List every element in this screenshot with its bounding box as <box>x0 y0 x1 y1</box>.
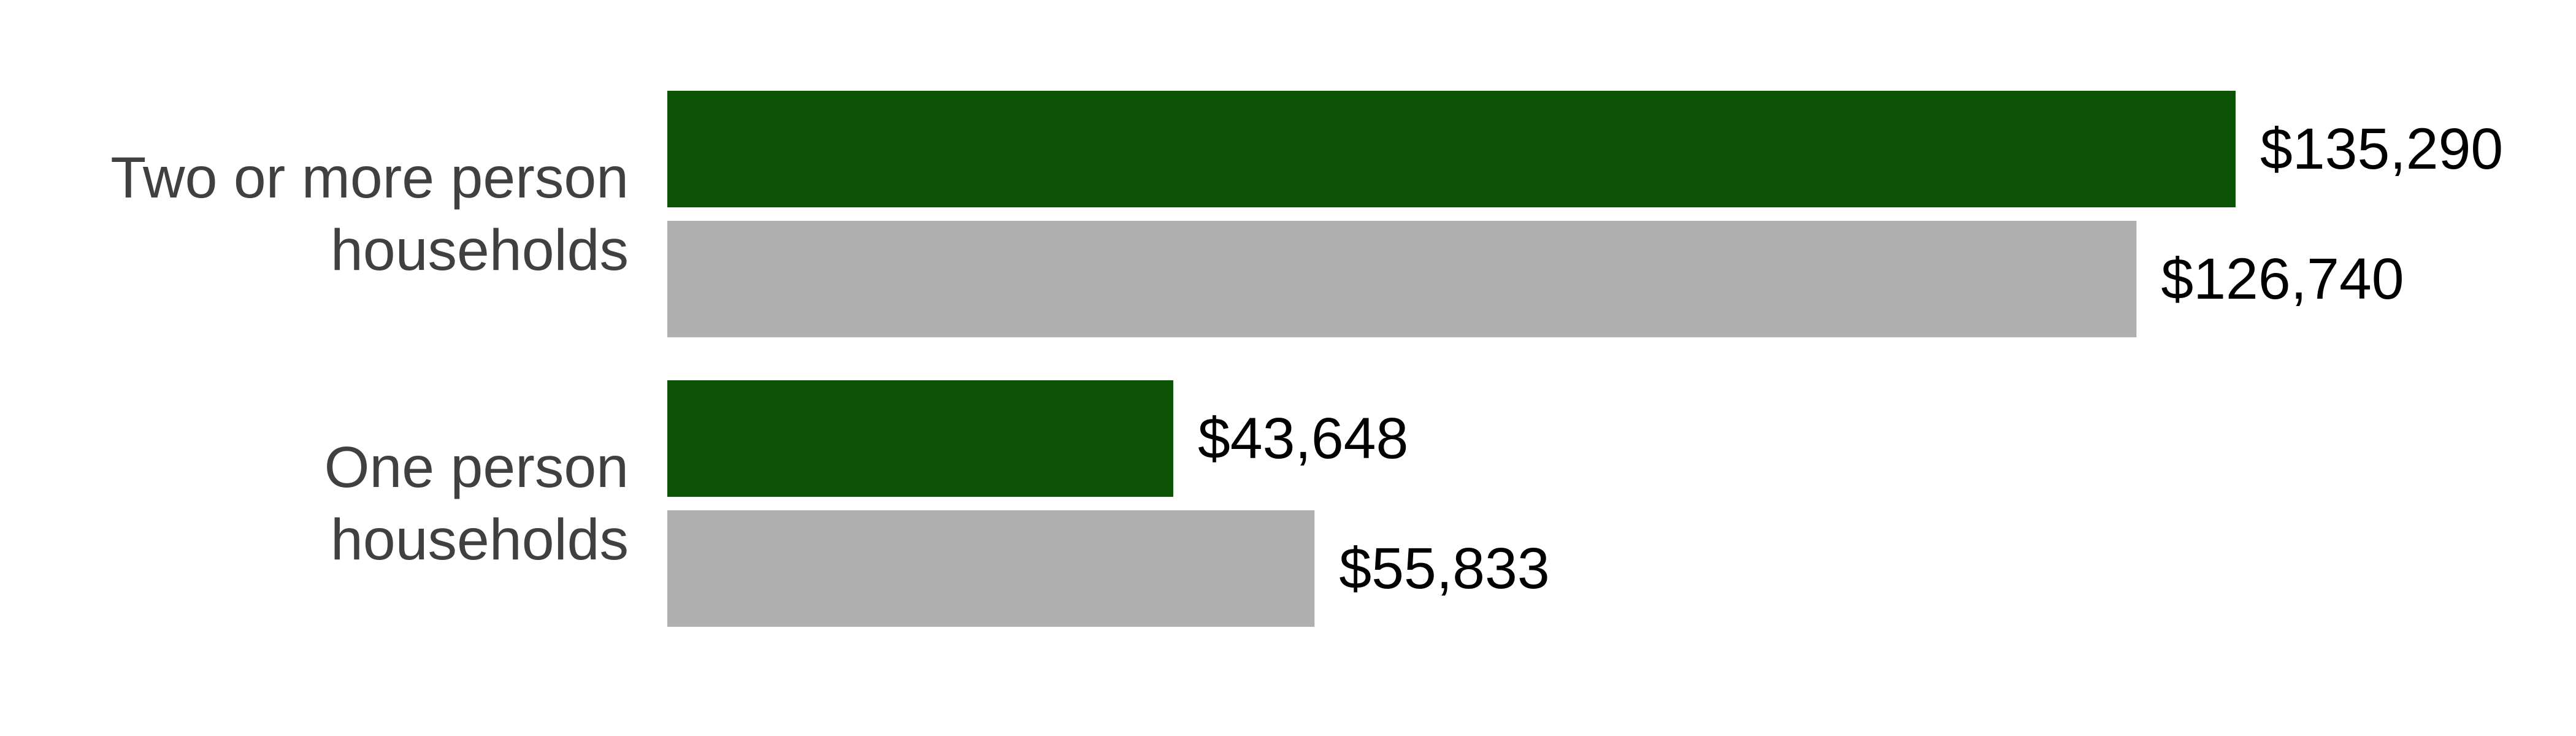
value-labels: $135,290 $126,740 $43,648 $55,833 <box>1198 117 2503 601</box>
value-label: $55,833 <box>1339 536 1549 601</box>
category-label: households <box>331 507 629 572</box>
bar-gray-1 <box>667 510 1315 627</box>
bar-green-1 <box>667 380 1173 497</box>
value-label: $43,648 <box>1198 406 1408 471</box>
bar-gray-0 <box>667 221 2137 337</box>
category-label: One person <box>324 435 629 500</box>
category-labels: Two or more person households One person ho… <box>110 145 629 572</box>
bar-green-0 <box>667 91 2236 207</box>
bars-group <box>667 91 2236 627</box>
category-label: households <box>331 218 629 283</box>
value-label: $135,290 <box>2260 117 2503 182</box>
category-label: Two or more person <box>110 145 629 210</box>
value-label: $126,740 <box>2161 247 2404 312</box>
